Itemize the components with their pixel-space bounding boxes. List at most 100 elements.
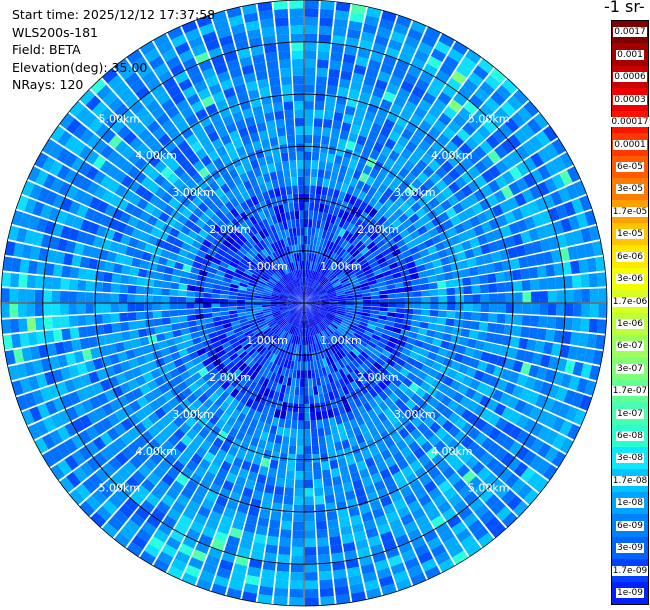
range-gate	[198, 167, 210, 179]
range-gate	[325, 356, 332, 366]
range-gate	[318, 42, 331, 52]
range-gate	[261, 326, 270, 333]
range-gate	[241, 275, 251, 282]
range-gate	[357, 353, 367, 363]
range-gate	[345, 309, 354, 314]
range-gate	[568, 215, 581, 231]
range-gate	[222, 225, 233, 236]
range-gate	[513, 89, 529, 106]
range-gate	[453, 148, 467, 162]
range-gate	[251, 258, 261, 266]
range-gate	[324, 494, 335, 504]
range-gate	[310, 308, 317, 315]
range-gate	[119, 526, 136, 541]
range-gate	[566, 423, 581, 440]
range-gate	[137, 464, 152, 478]
range-gate	[358, 153, 369, 165]
range-gate	[114, 532, 131, 548]
range-gate	[538, 278, 548, 290]
range-gate	[325, 161, 334, 172]
range-gate	[495, 432, 509, 446]
range-gate	[332, 433, 341, 443]
range-gate	[232, 175, 243, 187]
range-gate	[325, 434, 334, 445]
range-gate	[432, 338, 443, 347]
range-gate	[287, 300, 296, 303]
range-gate	[260, 577, 275, 588]
colorbar-label: 1.7e-06	[611, 296, 649, 307]
range-gate	[511, 325, 522, 337]
range-gate	[316, 76, 327, 86]
range-gate	[190, 331, 200, 340]
range-gate	[422, 202, 434, 214]
range-gate	[570, 332, 581, 346]
range-gate	[542, 341, 554, 355]
range-gate	[232, 457, 244, 468]
range-gate	[144, 48, 161, 63]
range-gate	[533, 476, 549, 493]
range-gate	[446, 368, 458, 379]
range-gate	[404, 557, 420, 570]
range-gate	[328, 294, 337, 298]
range-gate	[241, 405, 251, 416]
range-gate	[417, 550, 434, 565]
range-gate	[149, 452, 163, 466]
range-gate	[229, 491, 241, 503]
range-gate	[123, 461, 137, 475]
range-gate	[328, 296, 338, 299]
range-gate	[308, 327, 311, 337]
range-gate	[471, 312, 481, 321]
range-gate	[291, 42, 304, 51]
range-gate	[194, 291, 204, 298]
range-gate	[245, 332, 255, 340]
range-gate	[121, 331, 131, 341]
range-gate	[388, 336, 399, 344]
range-gate	[382, 176, 393, 187]
range-gate	[442, 357, 454, 368]
range-gate	[263, 327, 272, 335]
range-gate	[348, 574, 363, 586]
range-gate	[396, 258, 406, 267]
range-gate	[361, 83, 374, 95]
range-gate	[265, 52, 278, 62]
range-gate	[320, 401, 327, 411]
range-gate	[457, 383, 469, 396]
range-gate	[216, 219, 227, 230]
range-gate	[391, 377, 402, 388]
range-gate	[289, 597, 304, 606]
range-gate	[311, 168, 318, 178]
colorbar-label: 6e-05	[616, 161, 644, 172]
range-gate	[200, 264, 210, 272]
range-gate	[394, 282, 404, 289]
range-gate	[354, 305, 363, 309]
range-gate	[212, 288, 221, 294]
colorbar-cell: 0.00017	[610, 110, 650, 134]
range-gate	[489, 478, 504, 493]
range-gate	[318, 34, 332, 44]
range-gate	[17, 303, 27, 318]
range-gate	[156, 480, 170, 494]
range-gate	[287, 283, 294, 291]
range-gate	[205, 277, 215, 284]
range-gate	[477, 265, 487, 275]
range-gate	[329, 136, 339, 147]
range-gate	[297, 319, 301, 328]
range-gate	[544, 223, 556, 237]
scan-info: Start time: 2025/12/12 17:37:58 WLS200s-…	[12, 6, 215, 94]
range-gate	[301, 311, 304, 320]
range-gate	[61, 328, 72, 341]
range-gate	[334, 361, 342, 371]
range-gate	[369, 245, 379, 254]
range-gate	[93, 292, 103, 303]
range-gate	[555, 204, 568, 219]
range-gate	[343, 344, 352, 353]
range-gate	[135, 506, 150, 521]
range-gate	[437, 281, 447, 289]
range-gate	[369, 95, 382, 107]
range-gate	[114, 103, 129, 118]
range-gate	[232, 356, 242, 365]
range-gate	[379, 261, 389, 269]
range-gate	[350, 124, 361, 135]
range-gate	[274, 8, 289, 19]
range-gate	[509, 166, 523, 181]
